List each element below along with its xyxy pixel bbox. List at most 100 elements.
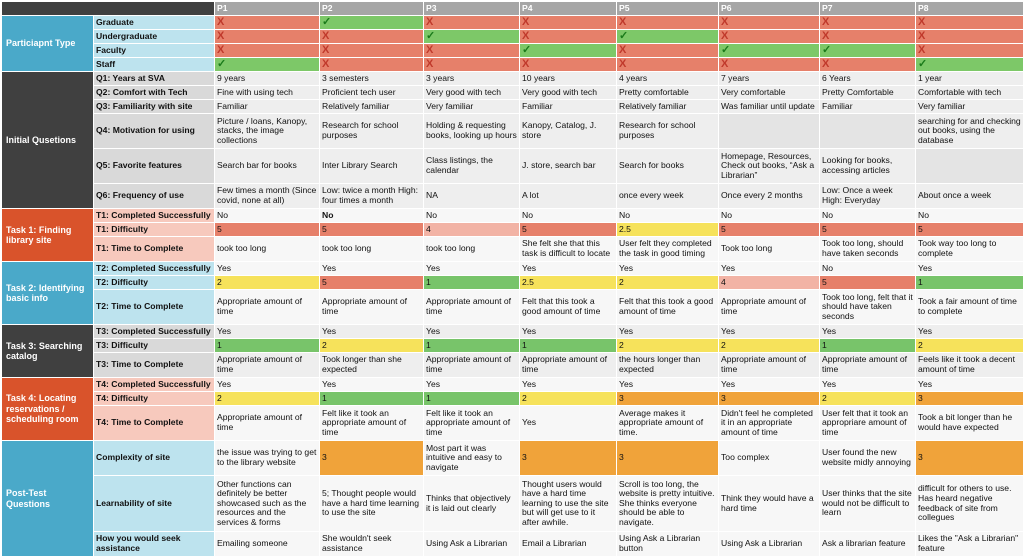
cell: Emailing someone: [214, 531, 320, 557]
row-label: T4: Time to Complete: [93, 405, 215, 441]
cell: No: [423, 208, 520, 223]
cell: 3: [616, 391, 719, 406]
cell: A lot: [519, 183, 617, 209]
cell: 2: [519, 391, 617, 406]
cell: Yes: [423, 261, 520, 276]
section-label-ptype: Particiapnt Type: [1, 15, 94, 72]
cell: Low: twice a month High: four times a mo…: [319, 183, 424, 209]
cell: Most part it was intuitive and easy to n…: [423, 440, 520, 476]
cell: Appropriate amount of time: [519, 352, 617, 378]
cell: Yes: [423, 324, 520, 339]
cell: 2.5: [519, 275, 617, 290]
cell: 9 years: [214, 71, 320, 86]
participant-header: P1: [214, 1, 320, 16]
x-cell: X: [718, 57, 820, 72]
cell: 4: [423, 222, 520, 237]
x-icon: X: [721, 15, 729, 28]
cell: Yes: [319, 377, 424, 392]
table-row: Q6: Frequency of use Few times a month (S…: [2, 183, 1024, 209]
cell: Yes: [519, 405, 617, 441]
check-cell: ✓: [616, 29, 719, 44]
x-cell: X: [214, 15, 320, 30]
x-icon: X: [721, 57, 729, 70]
table-row: T4: Time to Complete Appropriate amount o…: [2, 405, 1024, 441]
cell: difficult for others to use. Has heard n…: [915, 475, 1024, 532]
header-row: P1 P2 P3 P4 P5 P6 P7 P8: [1, 1, 1024, 16]
cell: 5: [819, 222, 916, 237]
x-cell: X: [519, 15, 617, 30]
row-label: Graduate: [93, 15, 215, 30]
cell: 2.5: [616, 222, 719, 237]
cell: 3: [718, 391, 820, 406]
x-cell: X: [519, 29, 617, 44]
cell: Took too long, felt that it should have …: [819, 289, 916, 325]
row-label: Q6: Frequency of use: [93, 183, 215, 209]
row-label: T1: Difficulty: [93, 222, 215, 237]
cell: Yes: [319, 261, 424, 276]
x-icon: X: [619, 15, 627, 28]
cell: Relatively familiar: [319, 99, 424, 114]
cell: Yes: [214, 261, 320, 276]
row-label: T1: Completed Successfully: [93, 208, 215, 223]
cell: 3: [915, 440, 1024, 476]
check-icon: ✓: [322, 15, 332, 28]
x-cell: X: [718, 29, 820, 44]
cell: Yes: [718, 377, 820, 392]
table-row: Q3: Familiarity with site Familiar Relativ…: [2, 99, 1024, 114]
row-label: T3: Time to Complete: [93, 352, 215, 378]
row-label: T4: Completed Successfully: [93, 377, 215, 392]
cell: Felt like it took an appropriate amount …: [319, 405, 424, 441]
cell: Yes: [319, 324, 424, 339]
x-icon: X: [918, 15, 926, 28]
cell: Yes: [519, 377, 617, 392]
cell: Using Ask a Librarian: [718, 531, 820, 557]
cell: Feels like it took a decent amount of ti…: [915, 352, 1024, 378]
cell: 1: [214, 338, 320, 353]
cell: 2: [915, 338, 1024, 353]
x-cell: X: [616, 57, 719, 72]
cell: 2: [718, 338, 820, 353]
participant-header: P4: [519, 1, 617, 16]
row-label: Undergraduate: [93, 29, 215, 44]
table-row: T3: Difficulty 1 2 1 1 2 2 1 2: [2, 338, 1024, 353]
x-cell: X: [319, 29, 424, 44]
table-row: T3: Time to Complete Appropriate amount o…: [2, 352, 1024, 378]
cell: No: [214, 208, 320, 223]
x-icon: X: [322, 29, 330, 42]
section-label-task3: Task 3: Searching catalog: [1, 324, 94, 378]
cell: 5: [214, 222, 320, 237]
cell: 1: [423, 338, 520, 353]
cell: Took way too long to complete: [915, 236, 1024, 262]
cell: Fine with using tech: [214, 85, 320, 100]
cell: took too long: [319, 236, 424, 262]
table-row: Post-Test Questions Complexity of site the…: [1, 440, 1024, 557]
cell: 1: [519, 338, 617, 353]
cell: No: [819, 261, 916, 276]
cell: took too long: [214, 236, 320, 262]
participant-header: P6: [718, 1, 820, 16]
cell: 2: [616, 338, 719, 353]
x-icon: X: [918, 43, 926, 56]
cell: No: [519, 208, 617, 223]
cell: [718, 113, 820, 149]
cell: Average makes it appropriate amount of t…: [616, 405, 719, 441]
check-icon: ✓: [619, 29, 629, 42]
cell: No: [616, 208, 719, 223]
cell: Appropriate amount of time: [718, 289, 820, 325]
cell: Yes: [616, 377, 719, 392]
check-icon: ✓: [522, 43, 532, 56]
table-row: T1: Time to Complete took too long took to…: [2, 236, 1024, 262]
x-cell: X: [319, 43, 424, 58]
check-cell: ✓: [423, 29, 520, 44]
cell: Yes: [718, 261, 820, 276]
cell: Email a Librarian: [519, 531, 617, 557]
cell: Search for books: [616, 148, 719, 184]
cell: Yes: [519, 261, 617, 276]
cell: She wouldn't seek assistance: [319, 531, 424, 557]
cell: Yes: [616, 324, 719, 339]
participant-header: P3: [423, 1, 520, 16]
x-cell: X: [915, 29, 1024, 44]
cell: 3: [519, 440, 617, 476]
cell: Class listings, the calendar: [423, 148, 520, 184]
cell: Looking for books, accessing articles: [819, 148, 916, 184]
